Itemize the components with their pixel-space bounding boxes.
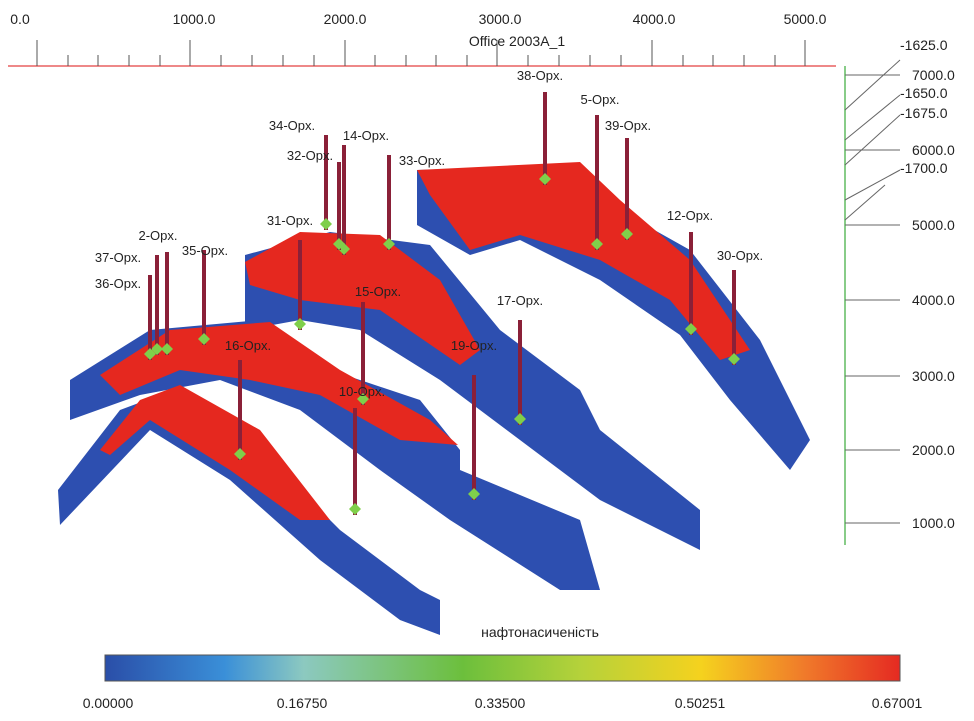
well-label: 30-Opx. (717, 248, 763, 263)
well-marker (349, 503, 361, 515)
axis-label: 4000.0 (633, 11, 676, 27)
axis-label: -1650.0 (900, 85, 948, 101)
well-label: 32-Opx. (287, 148, 333, 163)
colorbar-scale (105, 655, 900, 681)
axis-label: 2000.0 (324, 11, 367, 27)
well-label: 38-Opx. (517, 68, 563, 83)
well-label: 15-Opx. (355, 284, 401, 299)
axis-title: Office 2003A_1 (469, 33, 565, 49)
colorbar-label: 0.16750 (277, 695, 328, 711)
well-label: 12-Opx. (667, 208, 713, 223)
well-label: 17-Opx. (497, 293, 543, 308)
well-label: 36-Opx. (95, 276, 141, 291)
well-label: 39-Opx. (605, 118, 651, 133)
well-label: 37-Opx. (95, 250, 141, 265)
model-view: 0.0 1000.0 2000.0 3000.0 4000.0 5000.0 O… (0, 0, 974, 716)
top-axis: 0.0 1000.0 2000.0 3000.0 4000.0 5000.0 O… (8, 11, 836, 66)
colorbar: нафтонасиченість 0.00000 0.16750 0.33500… (83, 624, 923, 711)
axis-ticks (845, 60, 900, 523)
well-label: 16-Opx. (225, 338, 271, 353)
well-label: 35-Opx. (182, 243, 228, 258)
colorbar-label: 0.33500 (475, 695, 526, 711)
colorbar-label: 0.67001 (872, 695, 923, 711)
well-label: 14-Opx. (343, 128, 389, 143)
well-label: 5-Opx. (580, 92, 619, 107)
axis-label: 4000.0 (912, 292, 955, 308)
colorbar-label: 0.50251 (675, 695, 726, 711)
colorbar-label: 0.00000 (83, 695, 134, 711)
well-label: 19-Opx. (451, 338, 497, 353)
axis-label: 5000.0 (912, 217, 955, 233)
axis-label: 1000.0 (912, 515, 955, 531)
right-axis: -1625.0 7000.0 -1650.0 -1675.0 6000.0 -1… (845, 37, 955, 545)
axis-label: 3000.0 (912, 368, 955, 384)
well-label: 2-Opx. (138, 228, 177, 243)
well-label: 34-Opx. (269, 118, 315, 133)
well-label: 10-Opx. (339, 384, 385, 399)
axis-label: -1700.0 (900, 160, 948, 176)
axis-label: 1000.0 (173, 11, 216, 27)
axis-label: 2000.0 (912, 442, 955, 458)
axis-label: 3000.0 (479, 11, 522, 27)
axis-label: 5000.0 (784, 11, 827, 27)
well-marker (320, 218, 332, 230)
well-label: 33-Opx. (399, 153, 445, 168)
axis-label: 6000.0 (912, 142, 955, 158)
axis-label: 0.0 (10, 11, 30, 27)
well-label: 31-Opx. (267, 213, 313, 228)
axis-label: 7000.0 (912, 67, 955, 83)
axis-label: -1675.0 (900, 105, 948, 121)
axis-ticks (37, 40, 805, 66)
colorbar-title: нафтонасиченість (481, 624, 599, 640)
axis-label: -1625.0 (900, 37, 948, 53)
